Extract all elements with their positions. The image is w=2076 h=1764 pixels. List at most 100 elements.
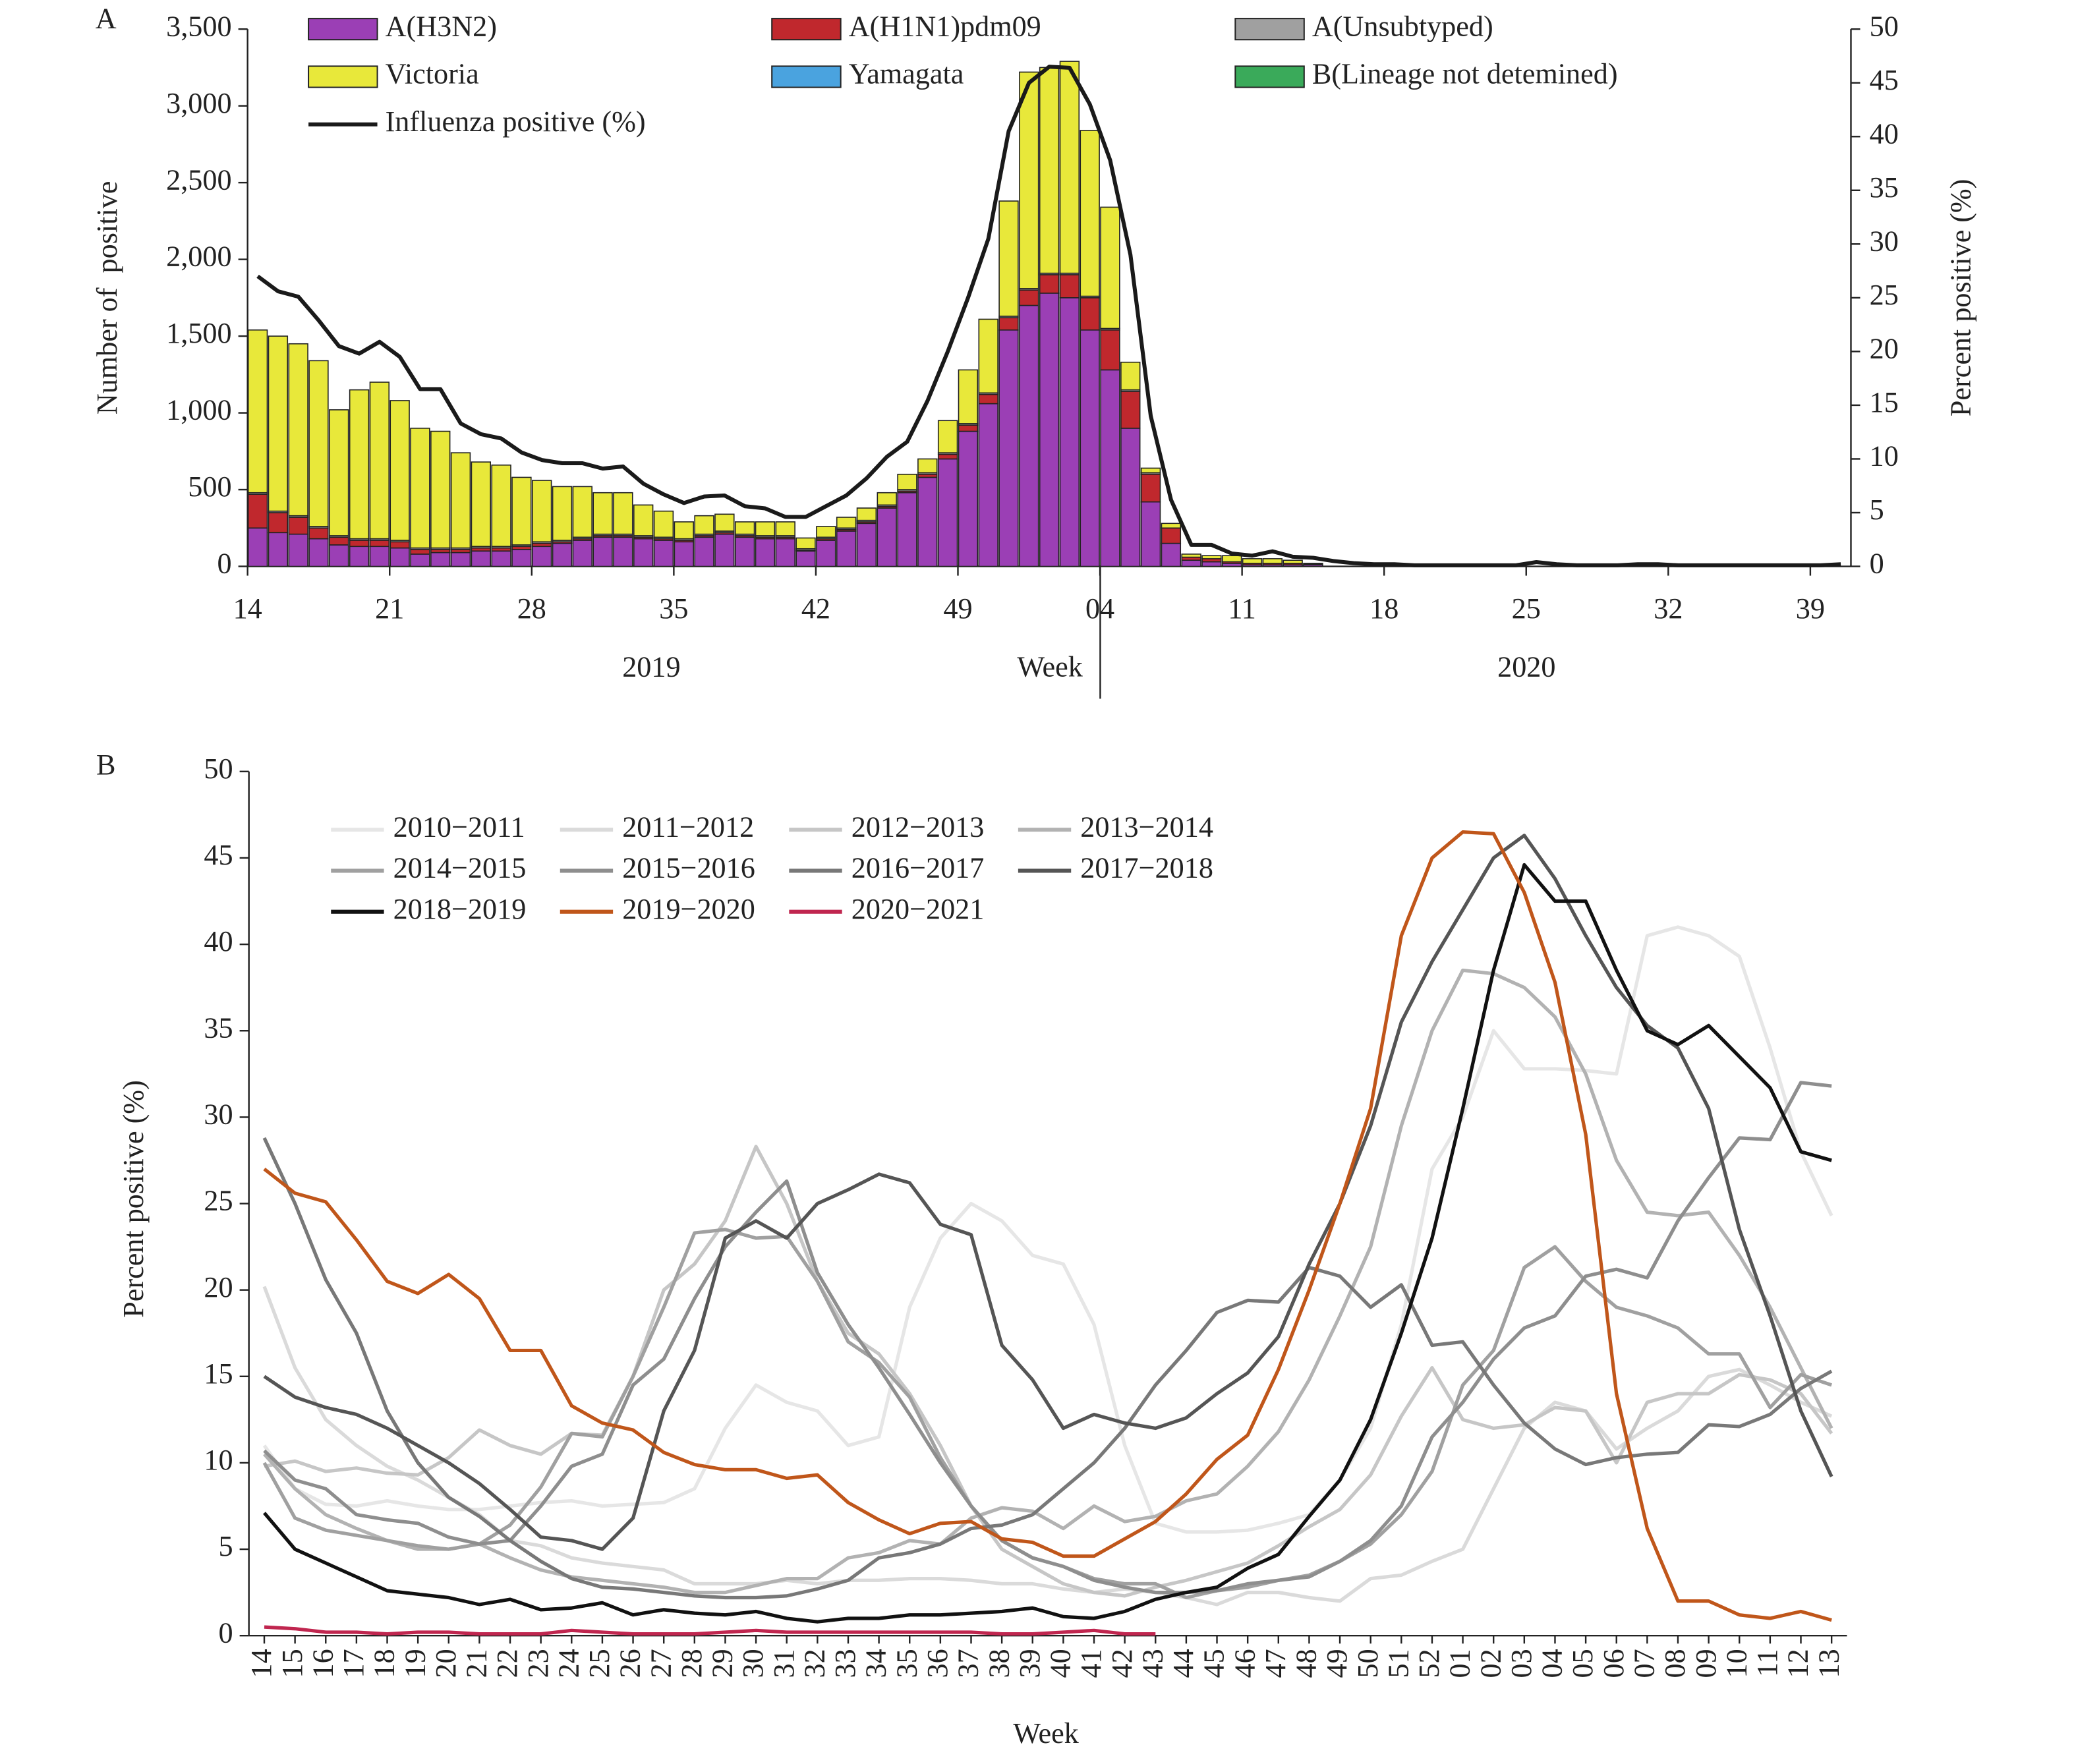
y2-axis-title: Percent positive (%) [1944,179,1976,417]
bar-segment [998,200,1019,317]
legend-label: 2019−2020 [622,893,755,925]
bar-segment [816,526,836,538]
x-tick-label: 45 [1198,1649,1230,1678]
bar-segment [633,538,654,567]
y-tick-label: 0 [218,1616,233,1649]
y-tick-label: 1,500 [166,317,231,349]
bar-segment [1080,297,1100,331]
bar-segment [430,552,451,567]
x-tick-label: 09 [1690,1649,1722,1678]
bar-segment [1019,71,1039,289]
bar-segment [775,521,795,536]
bar-segment [389,547,410,567]
bar-segment [1059,297,1080,567]
bar-segment [714,533,735,567]
y-tick-label: 0 [217,548,231,580]
x-tick-label: 42 [1106,1649,1138,1678]
bar-segment [714,513,735,532]
bar-segment [633,504,654,536]
x-tick-label: 23 [522,1649,554,1678]
x-tick-label: 21 [375,592,404,625]
bar-segment [755,538,776,567]
bar-segment [369,546,390,567]
bar-segment [1181,554,1201,558]
x-tick-label: 38 [983,1649,1015,1678]
y2-tick-label: 15 [1870,386,1899,418]
x-tick-label: 29 [706,1649,739,1678]
bar-segment [450,452,471,549]
y-tick-label: 2,000 [166,241,231,273]
bar-segment [1080,130,1100,297]
y-tick-label: 1,000 [166,394,231,426]
x-tick-label: 03 [1505,1649,1538,1678]
x-tick-label: 10 [1720,1649,1752,1678]
line-series [263,1081,1832,1595]
bar-segment [877,492,897,506]
bar-segment [877,507,897,567]
y2-tick-label: 50 [1870,10,1899,42]
legend-label: 2010−2011 [393,811,525,843]
bar-segment [1019,304,1039,567]
legend-label: 2016−2017 [851,852,985,884]
bar-segment [389,400,410,541]
legend-swatch [771,18,842,41]
bar-segment [978,403,998,567]
bar-segment [369,540,390,548]
bar-segment [674,541,694,567]
bar-segment [1120,428,1141,567]
line-series [263,863,1832,1624]
bar-segment [1039,274,1060,294]
x-tick-label: 35 [890,1649,923,1678]
panel-label: B [96,749,115,781]
x-tick-label: 50 [1352,1649,1384,1678]
y2-tick-label: 20 [1870,333,1899,365]
x-tick-label: 22 [491,1649,523,1678]
legend-swatch [308,18,378,41]
bar-segment [1140,473,1161,503]
legend-label: 2018−2019 [393,893,527,925]
bar-segment [1140,501,1161,567]
bar-segment [836,530,857,567]
bar-segment [1161,527,1182,544]
bar-segment [653,510,674,538]
x-tick-label: 28 [676,1649,708,1678]
bar-segment [674,521,694,540]
bar-segment [1059,274,1080,299]
x-tick-label: 27 [645,1649,677,1678]
x-tick-label: 04 [1536,1649,1569,1678]
bar-segment [511,476,532,546]
x-tick-label: 16 [306,1649,339,1678]
x-tick-label: 07 [1628,1649,1660,1678]
legend-label: 2013−2014 [1080,811,1213,843]
y2-tick-label: 25 [1870,279,1899,311]
x-tick-label: 51 [1382,1649,1414,1678]
legend-label: 2017−2018 [1080,852,1213,884]
line-series [263,834,1833,1551]
bar-segment [897,492,917,567]
bar-segment [1222,555,1242,563]
x-tick-label: 06 [1598,1649,1630,1678]
bar-segment [1201,561,1222,567]
bar-segment [998,317,1019,331]
legend-label: A(H1N1)pdm09 [849,10,1041,42]
bar-segment [1161,523,1182,529]
bar-segment [937,420,958,453]
bar-segment [329,536,349,546]
y-axis-title: Percent positive (%) [117,1080,150,1318]
bar-segment [491,550,511,567]
y2-tick-label: 40 [1870,117,1899,150]
bar-segment [592,492,613,535]
x-tick-label: 49 [1321,1649,1353,1678]
bar-segment [410,428,430,549]
x-tick-label: 39 [1014,1649,1046,1678]
bar-segment [1161,542,1182,567]
bar-segment [268,512,289,534]
bar-segment [471,550,492,567]
year-label: 2020 [1497,650,1555,683]
bar-segment [816,540,836,567]
bar-segment [694,536,714,567]
y-tick-label: 45 [204,839,233,871]
bar-segment [795,537,816,550]
legend-label: A(Unsubtyped) [1312,10,1493,42]
bar-segment [1080,329,1100,567]
